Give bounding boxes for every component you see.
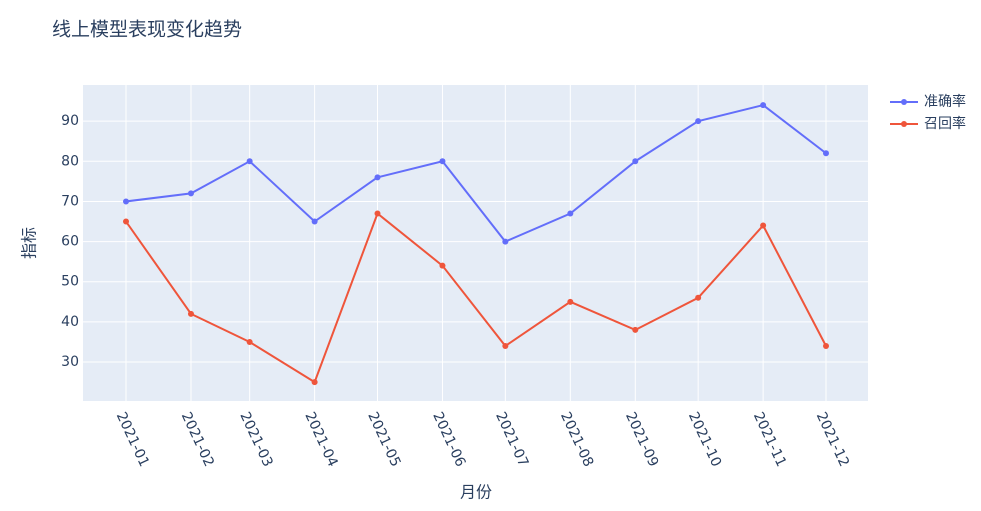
y-tick-label: 60 bbox=[61, 234, 79, 250]
legend-marker bbox=[901, 121, 907, 127]
data-point bbox=[187, 310, 194, 317]
data-point bbox=[567, 298, 574, 305]
data-point bbox=[567, 210, 574, 217]
x-tick-label: 2021-08 bbox=[557, 410, 596, 470]
x-tick-label: 2021-05 bbox=[364, 410, 403, 470]
chart-title: 线上模型表现变化趋势 bbox=[52, 19, 242, 41]
x-tick-label: 2021-07 bbox=[492, 410, 531, 470]
series-line bbox=[125, 211, 827, 384]
x-tick-label: 2021-02 bbox=[178, 410, 217, 470]
data-point bbox=[760, 102, 767, 109]
y-tick-label: 40 bbox=[61, 314, 79, 330]
x-tick-label: 2021-04 bbox=[301, 410, 340, 470]
legend-label: 召回率 bbox=[924, 115, 966, 132]
series-line bbox=[125, 103, 827, 243]
x-tick-label: 2021-03 bbox=[236, 410, 275, 470]
data-point bbox=[439, 262, 446, 269]
x-tick-label: 2021-09 bbox=[622, 410, 661, 470]
y-tick-label: 90 bbox=[61, 113, 79, 129]
y-tick-label: 50 bbox=[61, 274, 79, 290]
data-point bbox=[374, 174, 381, 181]
x-tick-label: 2021-12 bbox=[813, 410, 852, 470]
data-point bbox=[123, 218, 129, 225]
data-point bbox=[502, 238, 509, 245]
y-axis-label: 指标 bbox=[20, 227, 39, 259]
data-point bbox=[760, 222, 767, 229]
data-point bbox=[502, 342, 509, 349]
data-point bbox=[632, 326, 639, 333]
data-point bbox=[374, 210, 381, 217]
data-point bbox=[632, 158, 639, 165]
data-point bbox=[823, 150, 829, 157]
x-tick-label: 2021-01 bbox=[113, 410, 152, 470]
data-point bbox=[246, 158, 253, 165]
legend-marker bbox=[901, 99, 907, 105]
x-tick-label: 2021-10 bbox=[685, 410, 724, 470]
x-tick-label: 2021-11 bbox=[750, 410, 789, 470]
plot-area bbox=[83, 85, 868, 401]
data-point bbox=[439, 158, 446, 165]
y-tick-label: 70 bbox=[61, 193, 79, 209]
y-tick-label: 80 bbox=[61, 153, 79, 169]
data-point bbox=[311, 218, 318, 225]
data-point bbox=[311, 379, 318, 386]
data-point bbox=[123, 198, 129, 205]
x-axis-label: 月份 bbox=[460, 483, 492, 502]
data-point bbox=[823, 342, 829, 349]
data-point bbox=[187, 190, 194, 197]
data-point bbox=[695, 118, 702, 125]
data-point bbox=[246, 338, 253, 345]
y-tick-label: 30 bbox=[61, 354, 79, 370]
data-point bbox=[695, 294, 702, 301]
x-tick-label: 2021-06 bbox=[429, 410, 468, 470]
legend-label: 准确率 bbox=[924, 93, 966, 110]
